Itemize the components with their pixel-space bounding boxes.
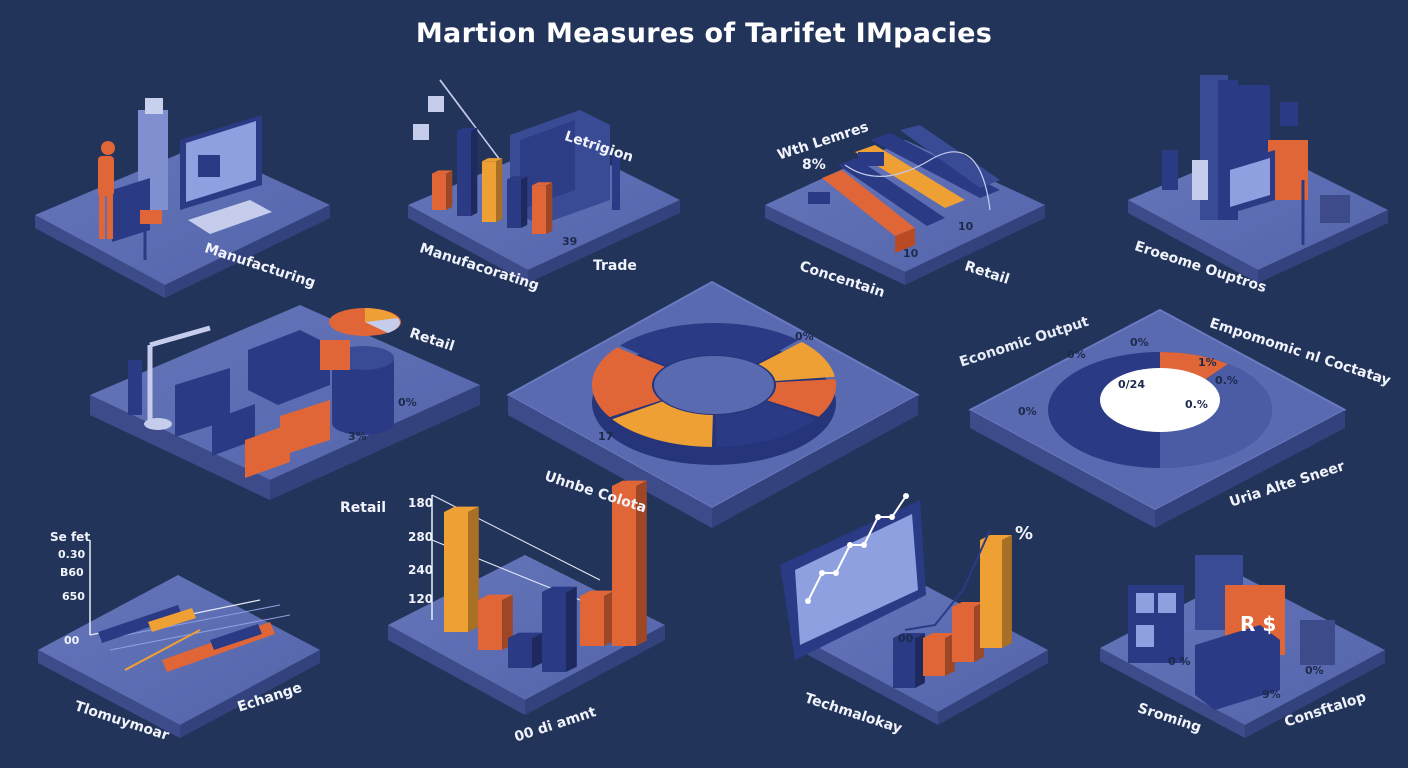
inner-e1: 0/24 (1118, 378, 1145, 391)
tech-bar-2 (952, 602, 984, 662)
bar-uhnbe-5 (612, 480, 647, 646)
platform-retail (90, 305, 480, 500)
pct-s1: 0 % (1168, 655, 1191, 668)
chart-techmalokay (805, 493, 1012, 688)
platform-wth-lemres (765, 125, 1045, 285)
pct-s3: 0% (1305, 664, 1324, 677)
platform-economic-output (969, 309, 1346, 528)
donut-slice-3 (715, 401, 817, 447)
bar-letrigion-1 (457, 127, 478, 216)
pct-e1: 0% (1067, 348, 1086, 361)
tick-39: 39 (562, 235, 578, 248)
tick-10a: 10 (903, 247, 919, 260)
label-center-tr: 0% (795, 330, 814, 343)
tech-point-5 (875, 514, 881, 520)
pct-e3: 1% (1198, 356, 1217, 369)
tech-point-0 (805, 598, 811, 604)
donut-hole (654, 356, 774, 414)
label-retail-bottom: Retail (340, 500, 387, 516)
axis-p9-0: 180 (408, 496, 434, 510)
bar-letrigion-0 (432, 170, 453, 210)
bar-uhnbe-3 (542, 586, 577, 672)
chart-letrigion (432, 127, 553, 234)
donut-slice-4 (612, 401, 713, 447)
page-title: Martion Measures of Tarifet IMpacies (415, 18, 993, 49)
tech-bar-0 (893, 633, 925, 688)
donut-slice-1 (758, 341, 835, 381)
axis-p9-2: 240 (408, 563, 434, 577)
chart-center-donut (591, 323, 837, 465)
axis-p8-1: B60 (60, 566, 84, 579)
tech-bar-1 (923, 633, 955, 676)
axis-p8-2: 650 (62, 590, 85, 603)
pct-e4: 0% (1018, 405, 1037, 418)
bar-uhnbe-0 (444, 506, 479, 632)
inner-e2: 0.% (1185, 398, 1208, 411)
pct-s2: 9% (1262, 688, 1281, 701)
tech-bar-3 (980, 535, 1012, 648)
axis-p9-1: 280 (408, 530, 434, 544)
bar-uhnbe-2 (508, 632, 543, 668)
tick-10b: 10 (958, 220, 974, 233)
label-rs-sign: R $ (1240, 612, 1277, 636)
tech-trend (904, 529, 991, 631)
label-8pct: 8% (802, 157, 826, 173)
tech-point-1 (819, 570, 825, 576)
tech-point-7 (903, 493, 909, 499)
bar-uhnbe-4 (580, 590, 615, 646)
platform-tlomuymoar (38, 540, 320, 738)
bar-letrigion-2 (482, 158, 503, 222)
platform-sroming (1100, 555, 1385, 738)
label-se-fet: Se fet (50, 530, 91, 544)
label-trade: Trade (593, 258, 637, 274)
label-center-bl: 17 (598, 430, 614, 443)
pct-0: 0% (398, 396, 417, 409)
tech-point-4 (861, 542, 867, 548)
pct-e2: 0% (1130, 336, 1149, 349)
tech-point-6 (889, 514, 895, 520)
label-tech-small: 00 (898, 632, 914, 645)
tech-point-2 (833, 570, 839, 576)
platform-manufacturing (35, 98, 330, 298)
pct-3: 3% (348, 430, 367, 443)
axis-p8-0: 0.30 (58, 548, 86, 561)
donut-slice-2 (767, 379, 837, 417)
bar-letrigion-3 (507, 176, 528, 228)
tech-point-3 (847, 542, 853, 548)
label-tech-pct: % (1015, 523, 1034, 544)
bar-uhnbe-1 (478, 594, 513, 650)
bar-letrigion-4 (532, 182, 553, 234)
axis-p8-3: 00 (64, 634, 80, 647)
platform-eroeome (1128, 75, 1388, 283)
donut-slice-0 (620, 323, 799, 366)
chart-uhnbe (444, 480, 647, 672)
donut-slice-5 (591, 347, 665, 418)
inner-e3: 0.% (1215, 374, 1238, 387)
axis-p9-3: 120 (408, 592, 434, 606)
